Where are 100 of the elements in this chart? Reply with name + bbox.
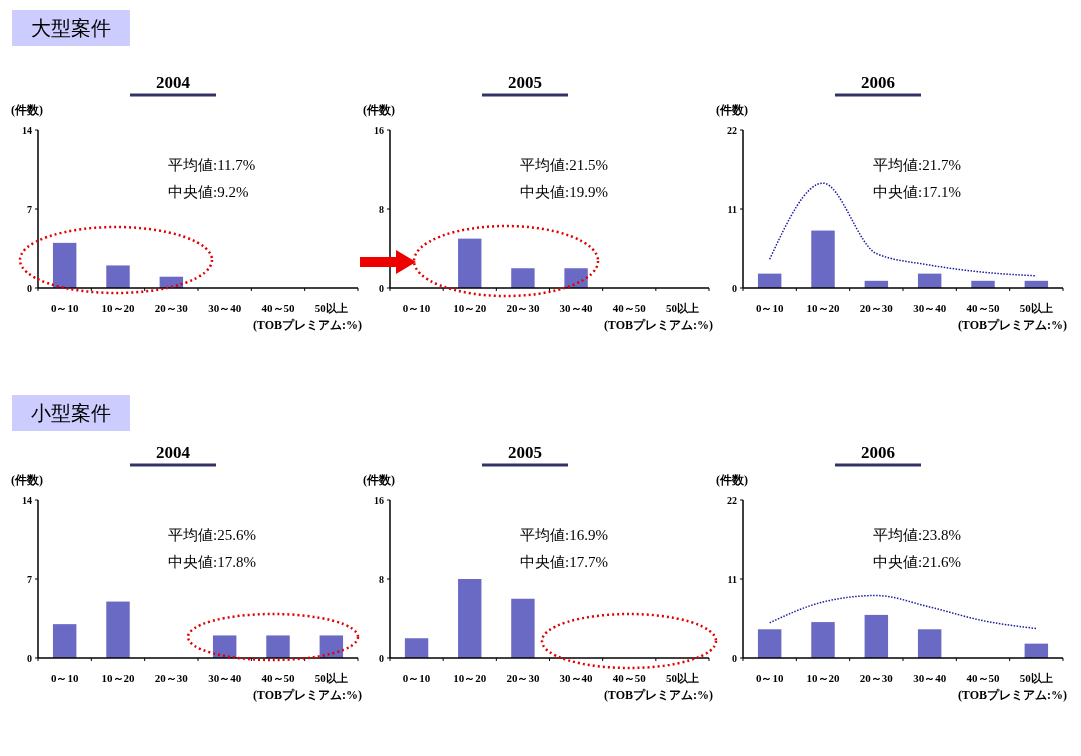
x-tick-label: 30～40 (559, 672, 594, 684)
x-tick-label: 30～40 (208, 302, 242, 314)
x-tick-label: 50以上 (314, 672, 348, 684)
x-tick-label: 10～20 (101, 672, 135, 684)
x-tick-label: 10～20 (101, 302, 135, 314)
y-axis-title: (件数) (11, 473, 43, 487)
annotation: 中央値:21.6% (873, 554, 961, 570)
x-tick-label: 50以上 (665, 672, 699, 684)
annotation: 平均値:21.5% (520, 157, 608, 173)
annotation: 中央値:17.8% (168, 554, 256, 570)
annotation: 平均値:11.7% (168, 157, 256, 173)
x-tick-label: 40～50 (966, 302, 1000, 314)
x-tick-label: 30～40 (913, 302, 947, 314)
x-tick-label: 50以上 (1019, 302, 1053, 314)
x-tick-label: 40～50 (612, 672, 647, 684)
chart-title: 2004 (156, 73, 191, 92)
chart-title: 2006 (861, 73, 895, 92)
bar (52, 242, 77, 288)
y-tick-label: 16 (374, 495, 384, 506)
x-tick-label: 20～30 (506, 302, 540, 314)
y-tick-label: 11 (727, 204, 737, 215)
y-axis-title: (件数) (716, 103, 748, 117)
chart-title: 2006 (861, 443, 895, 462)
x-tick-label: 40～50 (612, 302, 647, 314)
y-axis-title: (件数) (363, 473, 395, 487)
bar (404, 638, 429, 658)
x-axis-title: (TOBプレミアム:%) (252, 688, 362, 702)
y-tick-label: 7 (27, 574, 32, 585)
x-tick-label: 50以上 (314, 302, 348, 314)
y-axis-title: (件数) (11, 103, 43, 117)
x-tick-label: 40～50 (261, 672, 295, 684)
x-tick-label: 0～10 (50, 302, 79, 314)
y-tick-label: 0 (27, 653, 32, 664)
bar (811, 622, 835, 658)
y-tick-label: 14 (22, 495, 32, 506)
y-tick-label: 16 (374, 125, 384, 136)
x-axis-title: (TOBプレミアム:%) (957, 318, 1067, 332)
y-tick-label: 8 (379, 204, 384, 215)
bar (212, 635, 237, 658)
x-tick-label: 20～30 (859, 672, 894, 684)
annotation: 中央値:17.1% (873, 184, 961, 200)
x-tick-label: 0～10 (50, 672, 79, 684)
y-tick-label: 0 (379, 653, 384, 664)
x-tick-label: 20～30 (154, 302, 189, 314)
y-tick-label: 0 (379, 283, 384, 294)
bar (106, 265, 130, 288)
text: 大型案件 (31, 17, 111, 39)
annotation: 中央値:17.7% (520, 554, 608, 570)
bar (52, 624, 77, 658)
y-tick-label: 0 (27, 283, 32, 294)
y-tick-label: 8 (379, 574, 384, 585)
bar (864, 614, 889, 658)
x-tick-label: 20～30 (506, 672, 540, 684)
x-axis-title: (TOBプレミアム:%) (252, 318, 362, 332)
x-tick-label: 10～20 (453, 672, 487, 684)
x-tick-label: 30～40 (913, 672, 947, 684)
x-tick-label: 10～20 (806, 302, 840, 314)
x-tick-label: 10～20 (453, 302, 487, 314)
x-tick-label: 50以上 (1019, 672, 1053, 684)
line-series (768, 182, 1038, 277)
y-tick-label: 11 (727, 574, 737, 585)
y-tick-label: 22 (727, 125, 737, 136)
y-axis-title: (件数) (363, 103, 395, 117)
x-tick-label: 0～10 (402, 302, 431, 314)
y-tick-label: 22 (727, 495, 737, 506)
chart-title: 2005 (508, 73, 542, 92)
x-tick-label: 20～30 (154, 672, 189, 684)
bar (811, 230, 835, 288)
bar (917, 629, 942, 658)
bar (106, 601, 130, 658)
x-axis-title: (TOBプレミアム:%) (603, 318, 713, 332)
x-tick-label: 10～20 (806, 672, 840, 684)
x-tick-label: 0～10 (402, 672, 431, 684)
annotation: 平均値:21.7% (873, 157, 961, 173)
annotation: 中央値:9.2% (168, 184, 249, 200)
y-axis-title: (件数) (716, 473, 748, 487)
annotation: 平均値:25.6% (168, 527, 256, 543)
y-tick-label: 7 (27, 204, 32, 215)
bar (511, 598, 535, 658)
line-series (768, 594, 1038, 630)
annotation: 平均値:16.9% (520, 527, 608, 543)
x-tick-label: 40～50 (261, 302, 295, 314)
text: 小型案件 (31, 402, 111, 424)
chart-title: 2004 (156, 443, 191, 462)
annotation: 平均値:23.8% (873, 527, 961, 543)
x-tick-label: 0～10 (755, 302, 784, 314)
bar (319, 635, 344, 658)
x-tick-label: 50以上 (665, 302, 699, 314)
bar (266, 635, 290, 658)
chart-title: 2005 (508, 443, 542, 462)
y-tick-label: 14 (22, 125, 32, 136)
bar (458, 579, 482, 658)
x-axis-title: (TOBプレミアム:%) (603, 688, 713, 702)
y-tick-label: 0 (732, 283, 737, 294)
x-tick-label: 30～40 (559, 302, 594, 314)
x-axis-title: (TOBプレミアム:%) (957, 688, 1067, 702)
x-tick-label: 0～10 (755, 672, 784, 684)
annotation: 中央値:19.9% (520, 184, 608, 200)
x-tick-label: 30～40 (208, 672, 242, 684)
y-tick-label: 0 (732, 653, 737, 664)
